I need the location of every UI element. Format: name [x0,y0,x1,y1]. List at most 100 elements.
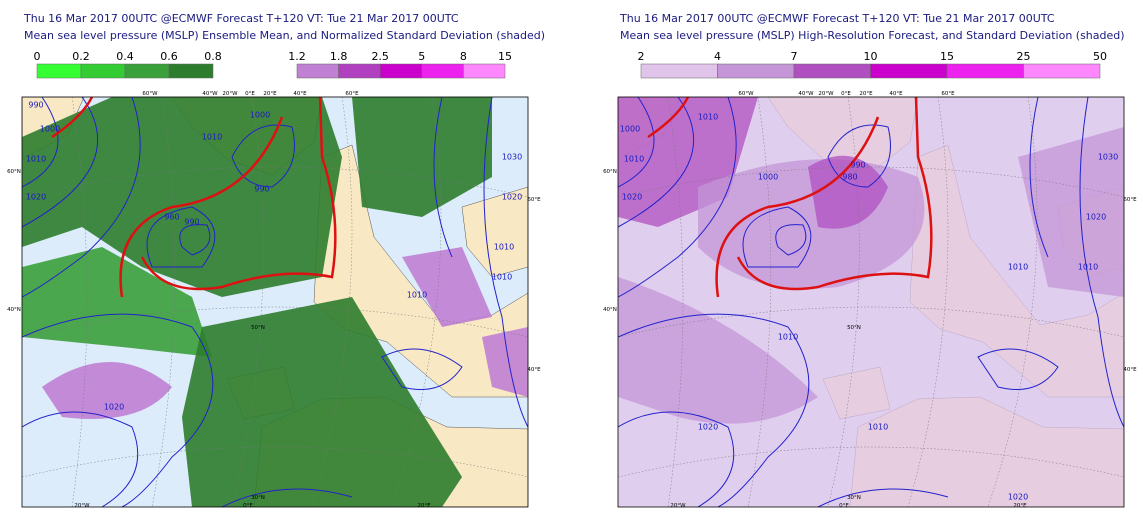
isobar [483,97,528,428]
isobar [827,124,891,188]
graticule [391,97,442,507]
grid-label: 40°E [527,367,541,373]
land [461,186,528,278]
isobar [146,206,216,268]
isobar [742,206,812,268]
contour-label: 1010 [698,113,718,122]
grid-label: 50°N [251,325,265,331]
legend-swatch [946,63,1024,79]
grid-label: 40°E [889,91,903,97]
legend-label: 0.8 [204,50,222,63]
isobar-highlight [647,97,933,298]
legend-label: 5 [418,50,425,63]
contour-label: 1010 [407,291,427,300]
grid-label: 60°N [7,169,21,175]
grid-label: 40°N [603,307,617,313]
isobar [1029,97,1049,258]
legend-label: 0.6 [160,50,178,63]
contour-label: 1020 [622,193,642,202]
legend-label: 1.8 [330,50,348,63]
graticule [618,446,1124,478]
contour-label: 1020 [104,403,124,412]
contour-label: 1020 [1086,213,1106,222]
isobar-highlight [51,97,337,298]
graticule [311,97,353,507]
grid-label: 0°E [839,503,849,509]
graticule [231,97,264,507]
isobar [618,97,737,298]
graticule [667,97,684,507]
legend-label: 15 [498,50,512,63]
contour-label: 1000 [40,125,60,134]
grid-label: 60°E [1123,197,1137,203]
grid-label: 60°W [142,91,158,97]
map: 1000 1010 1020 1010 1000 990 980 1030 1020 1010 10… [603,91,1137,509]
isobar [22,313,214,507]
shading [618,277,818,424]
legend-label: 2.5 [371,50,389,63]
contour-label: 1000 [758,173,778,182]
contour-label: 1000 [620,125,640,134]
legend-swatch [80,63,126,79]
map: 990 1000 1010 1020 1010 990 1000 990 960 1030 1020… [7,91,541,509]
grid-label: 20°E [1013,503,1027,509]
grid-label: 40°W [202,91,218,97]
shading [42,362,172,419]
graticule [151,97,176,507]
map-frame [21,96,529,508]
contour-label: 1010 [26,155,46,164]
grid-label: 40°W [798,91,814,97]
isobar [618,97,695,228]
contour-label: 1030 [502,153,522,162]
contour-label: 1010 [624,155,644,164]
contour-label: 1010 [868,423,888,432]
isobar [22,97,141,298]
grid-label: 40°E [293,91,307,97]
grid-label: 60°E [527,197,541,203]
graticule [618,306,1124,338]
graticule [22,446,528,478]
isobar [618,97,655,188]
isobar [381,348,463,390]
legend-label: 15 [940,50,954,63]
grid-label: 60°E [941,91,955,97]
grid-label: 20°E [417,503,431,509]
graticule [22,166,528,198]
isobar [231,124,295,188]
legend-label: 8 [460,50,467,63]
grid-label: 0°E [245,91,255,97]
shading [482,327,528,397]
contour-label: 980 [842,173,857,182]
panel-subtitle: Mean sea level pressure (MSLP) High-Reso… [620,29,1125,42]
isobar [775,224,807,256]
graticule [827,97,860,507]
graticule [907,97,949,507]
legend-swatch [379,63,423,79]
legend-label: 10 [864,50,878,63]
grid-label: 20°W [74,503,90,509]
contour-label: 1020 [698,423,718,432]
legend-swatch [1023,63,1101,79]
shading [1018,127,1124,297]
contour-label: 1010 [492,273,512,282]
contour-label: 1030 [1098,153,1118,162]
legend-swatch [870,63,948,79]
panel-subtitle: Mean sea level pressure (MSLP) Ensemble … [24,29,545,42]
grid-label: 20°W [818,91,834,97]
contour-label: 990 [254,185,269,194]
legend-swatch [793,63,871,79]
contour-label: 1000 [250,111,270,120]
contour-label: 960 [164,213,179,222]
isobar [179,224,211,256]
graticule [987,97,1038,507]
contour-label: 1020 [502,193,522,202]
contour-label: 990 [850,161,865,170]
grid-label: 30°N [251,495,265,501]
shading [402,247,492,327]
legend-swatch [640,63,718,79]
legend-swatch [168,63,214,79]
isobar [977,348,1059,390]
isobar [817,488,949,507]
legend-label: 0.4 [116,50,134,63]
legend-label: 50 [1093,50,1107,63]
